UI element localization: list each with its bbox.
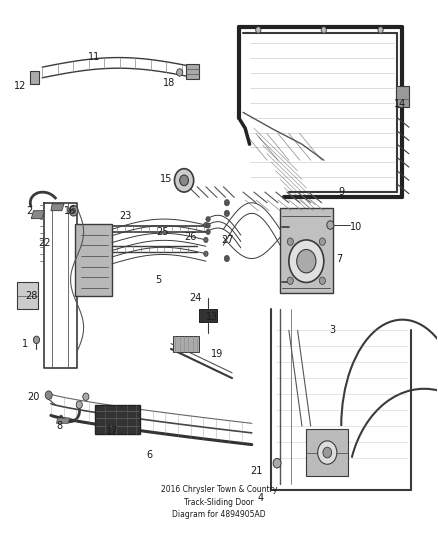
Text: 18: 18 [162,78,175,88]
Circle shape [287,277,293,285]
Text: 26: 26 [184,232,197,243]
Circle shape [69,205,78,216]
Text: 10: 10 [350,222,363,232]
Circle shape [323,447,332,458]
Text: 17: 17 [106,426,118,437]
Circle shape [287,238,293,245]
Text: 7: 7 [336,254,342,263]
Circle shape [289,240,324,282]
Text: 2016 Chrysler Town & Country
Track-Sliding Door
Diagram for 4894905AD: 2016 Chrysler Town & Country Track-Slidi… [161,485,277,519]
Circle shape [83,393,89,400]
Text: 2: 2 [26,206,32,216]
Circle shape [327,221,334,229]
Circle shape [297,249,316,273]
Circle shape [177,69,183,76]
Polygon shape [75,224,112,296]
Circle shape [180,175,188,185]
Text: 23: 23 [119,211,131,221]
Text: 27: 27 [222,235,234,245]
Text: 12: 12 [14,81,27,91]
Circle shape [174,168,194,192]
Text: 5: 5 [155,275,161,285]
Polygon shape [57,418,70,423]
Circle shape [319,238,325,245]
Text: 13: 13 [206,312,219,322]
Text: 11: 11 [88,52,101,61]
Polygon shape [199,309,217,322]
Circle shape [273,458,281,468]
Text: 25: 25 [156,227,169,237]
Text: 1: 1 [21,338,28,349]
Circle shape [224,255,230,262]
Text: 24: 24 [189,293,201,303]
Circle shape [378,27,383,33]
Circle shape [224,210,230,216]
Text: 9: 9 [338,187,344,197]
Circle shape [33,336,39,344]
Circle shape [224,199,230,206]
Circle shape [45,391,52,399]
Text: 21: 21 [250,466,262,476]
Circle shape [71,208,76,213]
Text: 3: 3 [329,325,336,335]
Text: 14: 14 [394,99,406,109]
Text: 22: 22 [38,238,51,247]
Text: 4: 4 [258,492,264,503]
Text: 8: 8 [57,421,63,431]
Polygon shape [30,71,39,84]
Polygon shape [95,405,141,434]
Circle shape [206,216,210,222]
Polygon shape [396,86,409,107]
Circle shape [318,441,337,464]
Polygon shape [173,336,199,352]
Polygon shape [306,429,348,477]
Circle shape [204,222,208,228]
Circle shape [319,277,325,285]
Text: 15: 15 [160,174,173,184]
Circle shape [204,251,208,256]
Polygon shape [51,204,64,211]
Text: 6: 6 [146,450,152,460]
Text: 20: 20 [27,392,39,402]
Circle shape [256,27,261,33]
Polygon shape [17,282,38,309]
Polygon shape [186,64,199,79]
Circle shape [204,237,208,243]
Circle shape [76,401,82,408]
Polygon shape [31,211,44,219]
Circle shape [206,229,210,235]
Circle shape [206,223,210,228]
Polygon shape [280,208,332,293]
Text: 19: 19 [211,349,223,359]
Text: 16: 16 [64,206,77,216]
Circle shape [321,27,326,33]
Text: 28: 28 [25,290,37,301]
